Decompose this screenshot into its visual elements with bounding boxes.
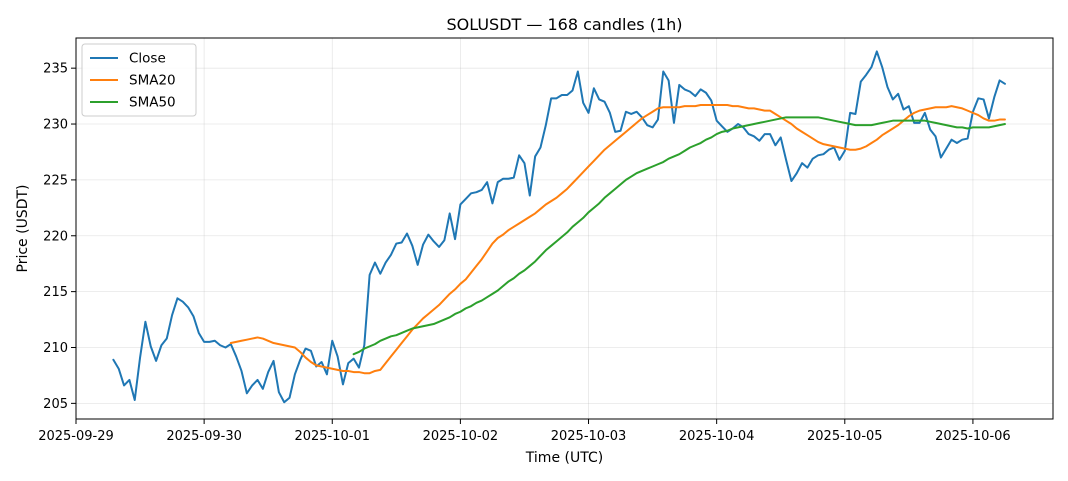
y-tick-label: 215 bbox=[43, 285, 68, 300]
y-tick-label: 205 bbox=[43, 397, 68, 412]
x-tick-label: 2025-09-29 bbox=[38, 429, 114, 444]
legend-box bbox=[81, 43, 197, 117]
x-tick-label: 2025-09-30 bbox=[166, 429, 242, 444]
y-tick-label: 235 bbox=[43, 62, 68, 77]
y-axis-title: Price (USDT) bbox=[15, 185, 31, 273]
series-line-sma50 bbox=[352, 116, 1006, 356]
grid bbox=[75, 38, 1053, 419]
x-tick-label: 2025-10-02 bbox=[423, 429, 499, 444]
legend: Close SMA20 SMA50 bbox=[81, 43, 197, 117]
x-tick-label: 2025-10-06 bbox=[935, 429, 1011, 444]
y-tick-label: 225 bbox=[43, 173, 68, 188]
x-tick-label: 2025-10-04 bbox=[679, 429, 755, 444]
y-tick-label: 220 bbox=[43, 229, 68, 244]
chart-title: SOLUSDT — 168 candles (1h) bbox=[446, 15, 682, 34]
series-line-sma20 bbox=[229, 104, 1006, 375]
axes: 2025-09-29 2025-09-30 2025-10-01 2025-10-02… bbox=[38, 62, 1010, 444]
legend-label-close: Close bbox=[129, 51, 166, 67]
plot-frame bbox=[75, 37, 1054, 420]
series-lines bbox=[112, 50, 1006, 404]
legend-label-sma50: SMA50 bbox=[129, 95, 176, 111]
series-line-close bbox=[112, 50, 1006, 404]
y-tick-label: 230 bbox=[43, 118, 68, 133]
x-axis-title: Time (UTC) bbox=[525, 450, 603, 466]
x-tick-label: 2025-10-03 bbox=[551, 429, 627, 444]
y-tick-label: 210 bbox=[43, 341, 68, 356]
x-tick-label: 2025-10-05 bbox=[807, 429, 883, 444]
x-tick-label: 2025-10-01 bbox=[294, 429, 370, 444]
legend-label-sma20: SMA20 bbox=[129, 73, 176, 89]
